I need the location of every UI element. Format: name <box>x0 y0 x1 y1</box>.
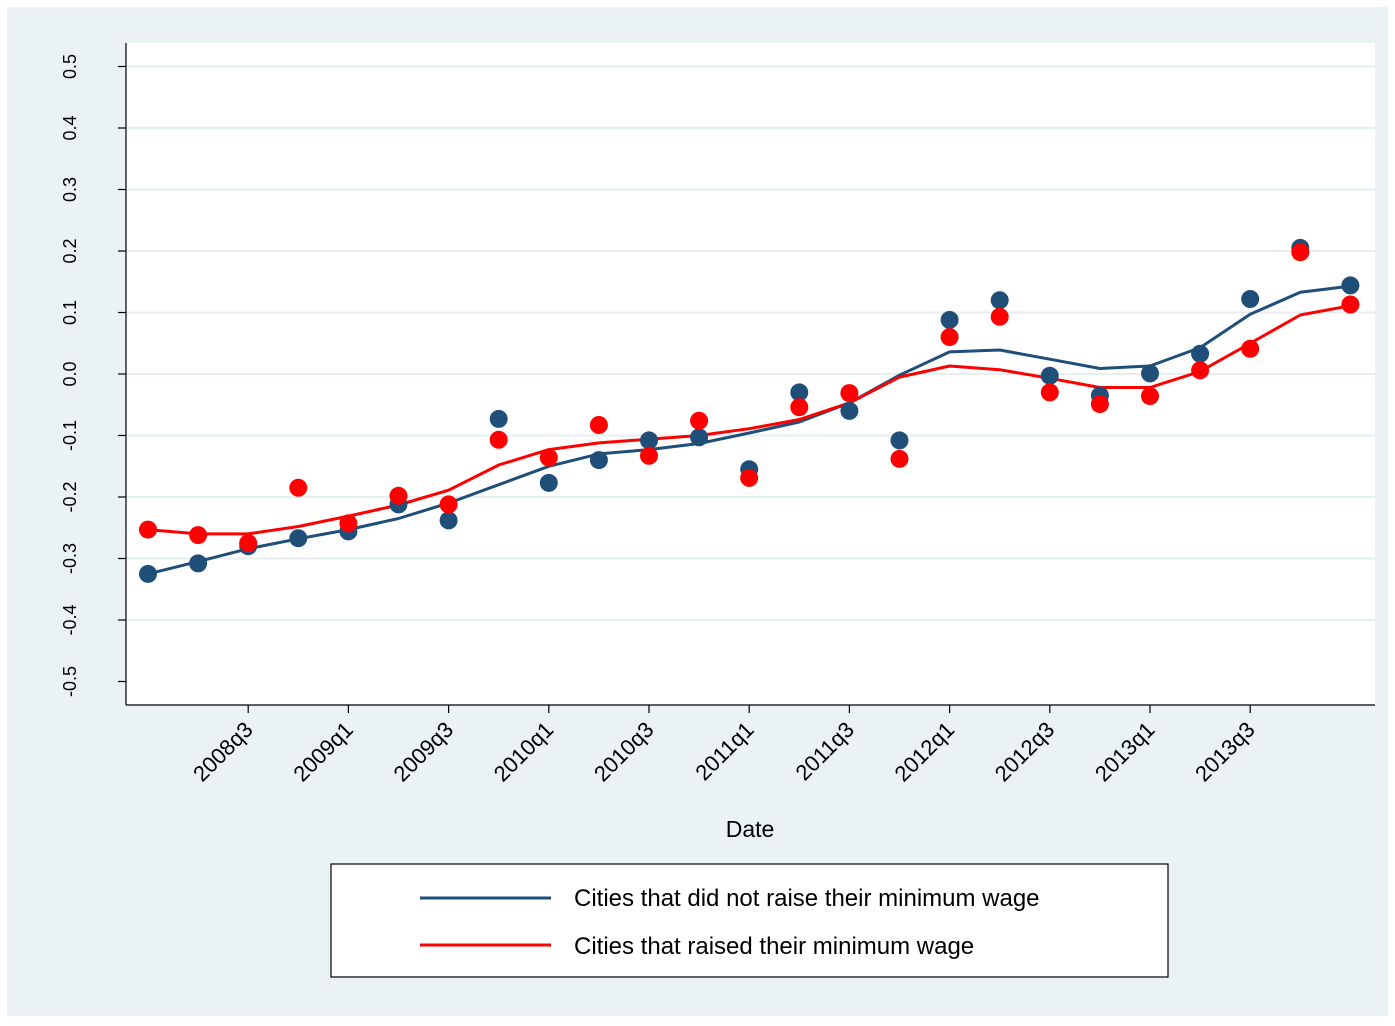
series-2-point <box>890 449 909 468</box>
y-axis-ticks: -0.5 -0.4 -0.3 -0.2 -0.1 0.0 0.1 0.2 0.3 0.4 0.5 <box>60 54 126 697</box>
series-1-point <box>1040 366 1059 385</box>
series-2-point <box>139 520 157 539</box>
series-1-point <box>640 431 658 450</box>
series-2-point <box>189 526 208 545</box>
series-2-point <box>1341 295 1360 314</box>
series-2-point <box>289 478 308 497</box>
y-tick-label: -0.1 <box>60 420 80 451</box>
legend-box <box>330 863 1169 978</box>
series-2-point <box>840 384 859 403</box>
legend: Cities that did not raise their minimum … <box>330 863 1169 978</box>
series-2-point <box>239 534 258 553</box>
series-2-point <box>389 486 408 505</box>
series-1-point <box>1191 344 1210 363</box>
series-2-point <box>339 514 358 533</box>
series-2-point <box>489 430 508 449</box>
series-2-point <box>640 446 658 465</box>
y-tick-label: 0.4 <box>60 115 80 140</box>
y-tick-label: 0.0 <box>60 361 80 386</box>
series-layer <box>139 238 1360 583</box>
series-1-point <box>790 383 809 402</box>
series-2-point <box>1241 339 1260 358</box>
series-2-point <box>790 398 809 417</box>
series-1-point <box>589 451 608 470</box>
series-2-point <box>1191 361 1210 380</box>
series-1-point <box>1141 364 1159 383</box>
series-2-point <box>1040 383 1059 402</box>
series-1-point <box>690 428 709 447</box>
gridlines <box>127 65 1375 621</box>
y-tick-label: 0.2 <box>60 238 80 263</box>
series-2-point <box>690 411 709 430</box>
y-tick-label: -0.5 <box>60 666 80 697</box>
y-tick-label: -0.4 <box>60 604 80 635</box>
series-1-point <box>439 511 458 530</box>
legend-label-series-2: Cities that raised their minimum wage <box>574 933 974 960</box>
series-2-point <box>539 448 558 467</box>
series-2-point <box>1291 243 1310 262</box>
series-1-point <box>189 554 208 573</box>
y-tick-label: -0.3 <box>60 543 80 574</box>
series-1-point <box>890 431 909 450</box>
x-axis-title: Date <box>726 816 775 842</box>
y-tick-label: 0.5 <box>60 54 80 79</box>
series-1-point <box>139 564 157 583</box>
series-2-point <box>1090 395 1109 414</box>
series-2-point <box>589 416 608 434</box>
legend-label-series-1: Cities that did not raise their minimum … <box>574 885 1040 912</box>
series-2-point <box>990 307 1009 326</box>
series-2-point <box>439 495 458 514</box>
series-1-point <box>1241 290 1260 308</box>
series-1-point <box>940 310 959 329</box>
y-tick-label: 0.3 <box>60 177 80 202</box>
series-1-point <box>1341 276 1360 295</box>
series-1-point <box>489 409 508 428</box>
series-1-point <box>289 529 308 548</box>
y-tick-label: 0.1 <box>60 300 80 325</box>
y-tick-label: -0.2 <box>60 481 80 512</box>
series-2-point <box>740 468 759 487</box>
series-2-point <box>1141 387 1159 406</box>
series-1-point <box>990 291 1009 310</box>
series-1-point <box>539 473 558 492</box>
series-1-point <box>840 401 859 420</box>
series-2-point <box>940 328 959 347</box>
